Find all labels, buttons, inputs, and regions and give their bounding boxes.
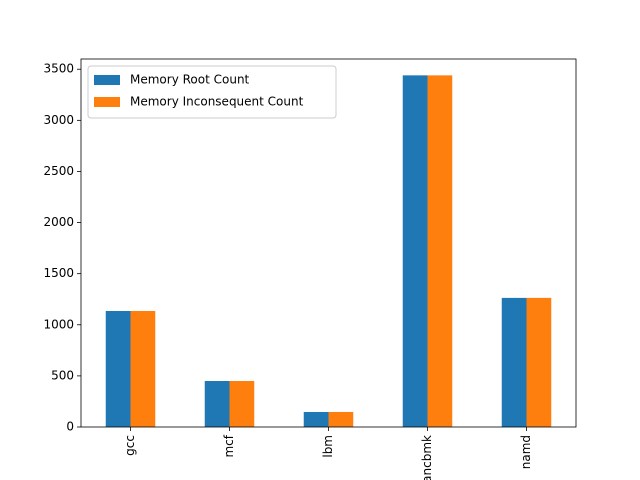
- legend-label: Memory Inconsequent Count: [130, 95, 304, 109]
- y-tick-label: 1000: [43, 317, 74, 331]
- x-tick-label: xalancbmk: [420, 435, 434, 480]
- y-tick-label: 1500: [43, 266, 74, 280]
- bar: [402, 75, 428, 427]
- legend-label: Memory Root Count: [130, 73, 250, 87]
- plot-frame: [80, 58, 577, 428]
- bar: [526, 297, 552, 427]
- x-tick-label: mcf: [222, 434, 236, 457]
- x-tick-label: gcc: [123, 435, 137, 456]
- y-tick-label: 2500: [43, 164, 74, 178]
- y-tick-label: 0: [66, 420, 74, 434]
- bar: [427, 75, 453, 427]
- legend-swatch: [94, 75, 120, 85]
- bar: [328, 411, 354, 427]
- y-tick-label: 3000: [43, 113, 74, 127]
- legend-swatch: [94, 97, 120, 107]
- x-tick-label: lbm: [321, 435, 335, 458]
- y-tick-label: 500: [51, 368, 74, 382]
- bar: [303, 411, 329, 427]
- bar: [130, 310, 156, 427]
- y-tick-label: 3500: [43, 62, 74, 76]
- legend: [87, 65, 337, 119]
- y-tick-label: 2000: [43, 215, 74, 229]
- bar: [229, 381, 255, 427]
- bar: [105, 310, 131, 427]
- bar: [501, 297, 527, 427]
- bar: [204, 381, 230, 427]
- x-tick-label: namd: [519, 435, 533, 469]
